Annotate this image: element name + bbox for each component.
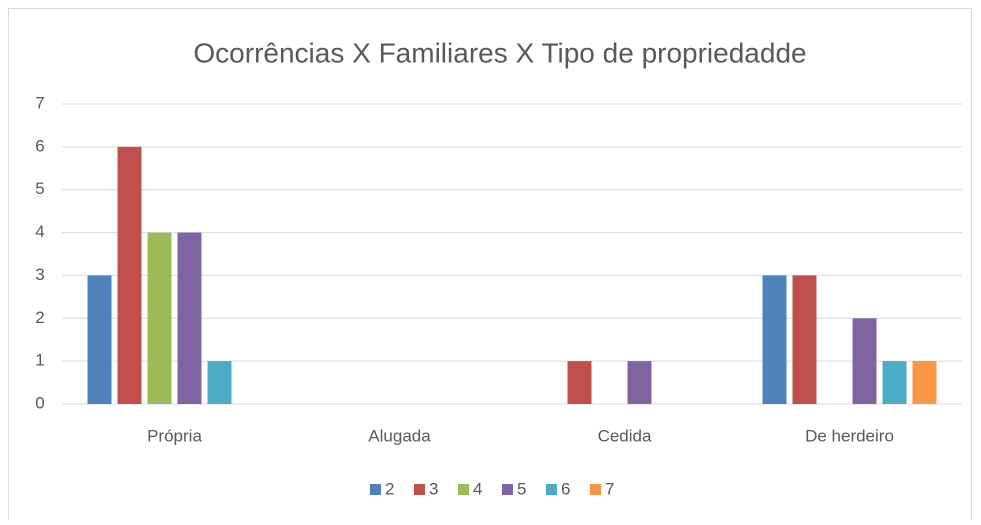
bar <box>567 361 592 404</box>
bar <box>177 232 202 404</box>
legend-swatch <box>370 484 381 495</box>
legend-label: 7 <box>605 479 614 498</box>
legend-swatch <box>502 484 513 495</box>
bar <box>852 318 877 404</box>
bar <box>207 361 232 404</box>
x-tick-label: Própria <box>147 426 202 445</box>
legend-swatch <box>414 484 425 495</box>
y-tick-label: 4 <box>35 222 44 241</box>
x-tick-label: Cedida <box>598 426 652 445</box>
y-tick-label: 7 <box>35 93 44 112</box>
legend-label: 6 <box>561 479 570 498</box>
x-tick-label: Alugada <box>368 426 431 445</box>
bar <box>117 146 142 404</box>
y-tick-label: 1 <box>35 351 44 370</box>
bar <box>792 275 817 404</box>
y-tick-label: 0 <box>35 393 44 412</box>
legend-swatch <box>458 484 469 495</box>
bar <box>882 361 907 404</box>
bar <box>87 275 112 404</box>
bar <box>912 361 937 404</box>
x-tick-label: De herdeiro <box>805 426 894 445</box>
y-tick-label: 6 <box>35 136 44 155</box>
legend-label: 5 <box>517 479 526 498</box>
bar <box>762 275 787 404</box>
y-tick-label: 3 <box>35 265 44 284</box>
legend-swatch <box>590 484 601 495</box>
legend-swatch <box>546 484 557 495</box>
y-tick-label: 5 <box>35 179 44 198</box>
chart-title: Ocorrências X Familiares X Tipo de propr… <box>193 37 806 68</box>
y-tick-label: 2 <box>35 308 44 327</box>
bar <box>147 232 172 404</box>
bar <box>627 361 652 404</box>
legend-label: 2 <box>385 479 394 498</box>
legend-label: 3 <box>429 479 438 498</box>
legend-label: 4 <box>473 479 482 498</box>
